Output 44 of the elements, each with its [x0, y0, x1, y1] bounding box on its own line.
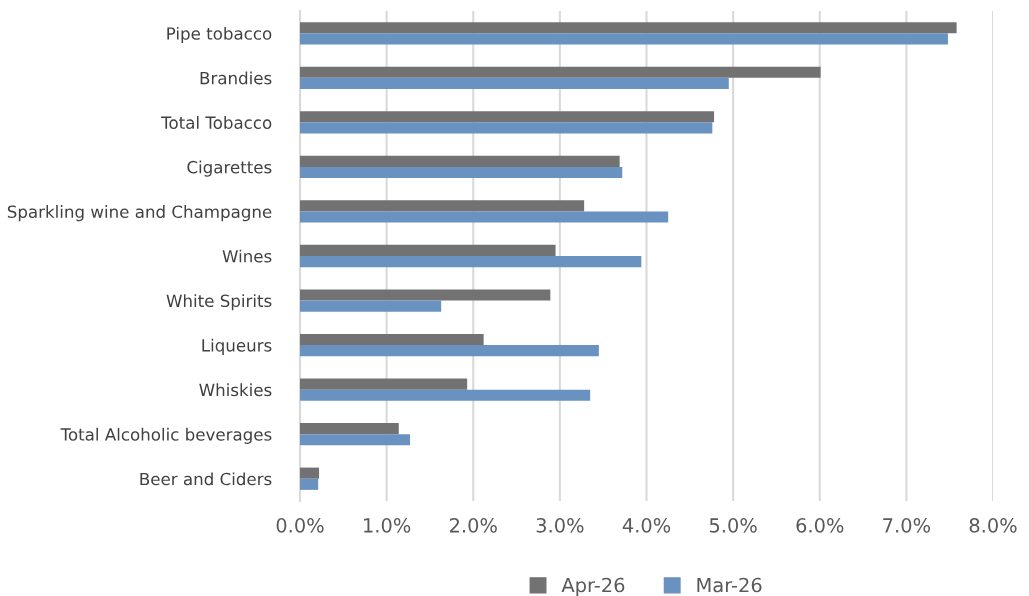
bar [300, 66, 821, 78]
bar [300, 211, 669, 223]
bar [300, 300, 442, 312]
bar [300, 33, 948, 45]
bar [300, 122, 713, 134]
bar [300, 345, 599, 357]
legend-label: Apr-26 [561, 577, 625, 596]
x-tick-label: 3.0% [536, 518, 584, 533]
bar [300, 378, 468, 390]
bar [300, 200, 585, 212]
y-tick-label: White Spirits [166, 294, 272, 311]
y-tick-label: Whiskies [199, 383, 272, 397]
bar [300, 478, 319, 490]
bar [300, 244, 556, 256]
bar [300, 289, 551, 301]
x-tick-label: 2.0% [449, 518, 497, 533]
bar [300, 111, 715, 123]
bar [300, 333, 484, 346]
x-tick-label: 4.0% [622, 518, 671, 533]
y-tick-label: Wines [222, 249, 272, 263]
bar [300, 22, 957, 34]
x-tick-label: 7.0% [883, 518, 930, 533]
x-tick-label: 6.0% [796, 518, 844, 533]
x-tick-label: 5.0% [709, 518, 757, 533]
bar [300, 155, 620, 167]
bar [300, 77, 729, 89]
bar [300, 423, 399, 435]
bar [300, 467, 320, 479]
bar [300, 256, 642, 268]
y-tick-label: Liqueurs [202, 338, 272, 355]
y-tick-label: Total Tobacco [161, 116, 272, 129]
y-tick-label: Cigarettes [187, 160, 272, 177]
legend-label: Mar-26 [697, 577, 762, 593]
y-tick-label: Total Alcoholic beverages [60, 427, 272, 444]
x-tick-label: 8.0% [969, 518, 1017, 533]
y-tick-label: Brandies [200, 71, 272, 85]
x-tick-label: 1.0% [364, 518, 411, 533]
y-tick-label: Beer and Ciders [140, 472, 272, 486]
y-tick-label: Sparkling wine and Champagne [7, 205, 272, 222]
bar [300, 166, 623, 179]
bar [300, 434, 411, 446]
bar [300, 389, 591, 401]
y-tick-label: Pipe tobacco [167, 26, 272, 44]
x-tick-label: 0.0% [276, 518, 324, 533]
